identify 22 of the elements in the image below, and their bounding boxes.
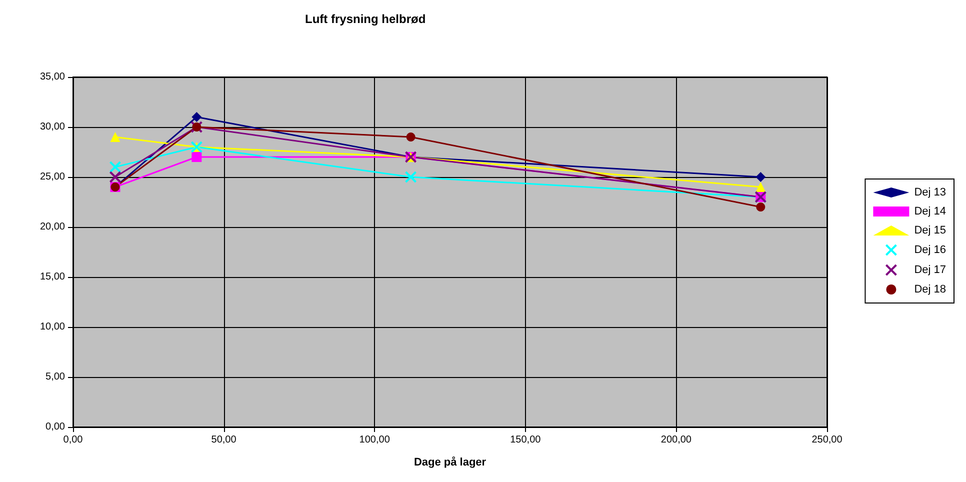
legend-label: Dej 17 [914, 264, 946, 276]
y-tick-label: 25,00 [40, 172, 66, 182]
x-tick-label: 250,00 [812, 434, 843, 446]
legend-label: Dej 15 [914, 224, 946, 236]
legend-label: Dej 16 [914, 244, 946, 256]
y-tick-label: 0,00 [46, 422, 66, 432]
legend-label: Dej 18 [914, 284, 946, 296]
y-tick-label: 15,00 [40, 272, 66, 282]
x-tick-label: 0,00 [63, 434, 84, 446]
y-tick-label: 5,00 [46, 372, 66, 382]
x-tick-label: 150,00 [510, 434, 542, 446]
x-tick-label: 50,00 [211, 434, 237, 446]
x-tick-label: 100,00 [359, 434, 390, 446]
y-tick-label: 30,00 [40, 122, 66, 132]
y-tick-label: 20,00 [40, 222, 66, 232]
legend-label: Dej 13 [914, 186, 946, 198]
legend-label: Dej 14 [914, 206, 946, 218]
x-axis-title: Dage på lager [414, 456, 487, 468]
chart-title: Luft frysning helbrød [305, 12, 426, 26]
y-tick-label: 10,00 [40, 322, 66, 332]
x-tick-label: 200,00 [660, 434, 692, 446]
y-tick-label: 35,00 [40, 72, 66, 82]
